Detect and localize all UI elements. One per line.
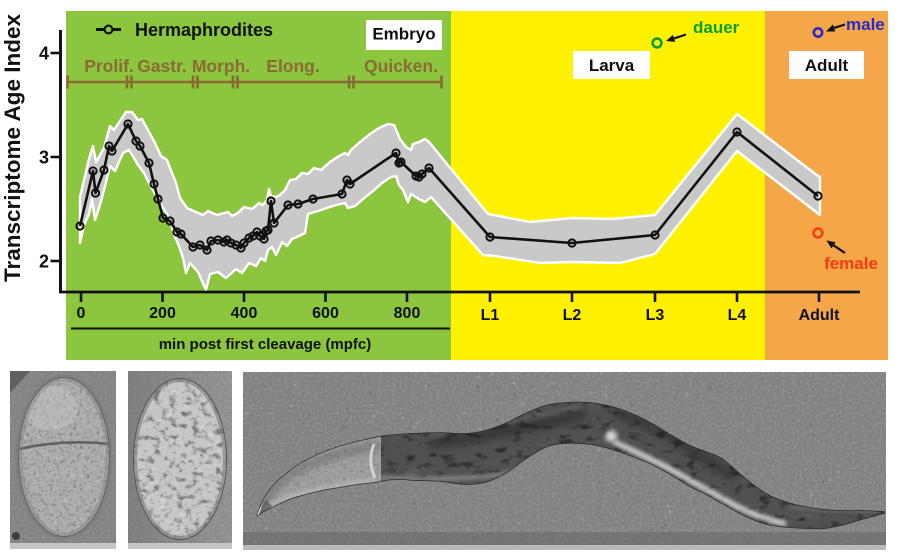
svg-text:600: 600 bbox=[312, 305, 339, 322]
svg-text:female: female bbox=[824, 254, 878, 273]
svg-text:Embryo: Embryo bbox=[372, 25, 435, 44]
svg-text:4: 4 bbox=[39, 44, 49, 64]
svg-text:min post first cleavage (mpfc): min post first cleavage (mpfc) bbox=[159, 336, 372, 353]
svg-text:Adult: Adult bbox=[799, 307, 841, 324]
svg-text:L2: L2 bbox=[563, 307, 582, 324]
svg-text:male: male bbox=[846, 15, 885, 34]
svg-text:Adult: Adult bbox=[805, 56, 849, 75]
svg-text:dauer: dauer bbox=[693, 18, 740, 37]
svg-text:200: 200 bbox=[149, 305, 176, 322]
svg-text:0: 0 bbox=[77, 305, 86, 322]
svg-text:Larva: Larva bbox=[589, 56, 635, 75]
svg-text:Hermaphrodites: Hermaphrodites bbox=[135, 20, 273, 40]
svg-text:Transcriptome Age Index: Transcriptome Age Index bbox=[0, 14, 25, 282]
svg-text:Gastr.: Gastr. bbox=[137, 56, 187, 76]
svg-text:2: 2 bbox=[39, 252, 49, 272]
svg-text:800: 800 bbox=[394, 305, 421, 322]
svg-text:Prolif.: Prolif. bbox=[84, 56, 134, 76]
svg-text:Morph.: Morph. bbox=[192, 56, 250, 76]
svg-text:L3: L3 bbox=[646, 307, 665, 324]
svg-text:L1: L1 bbox=[481, 307, 500, 324]
svg-text:400: 400 bbox=[231, 305, 258, 322]
svg-text:3: 3 bbox=[39, 148, 49, 168]
svg-text:L4: L4 bbox=[728, 307, 747, 324]
svg-text:Quicken.: Quicken. bbox=[364, 56, 438, 76]
svg-text:Elong.: Elong. bbox=[266, 56, 319, 76]
